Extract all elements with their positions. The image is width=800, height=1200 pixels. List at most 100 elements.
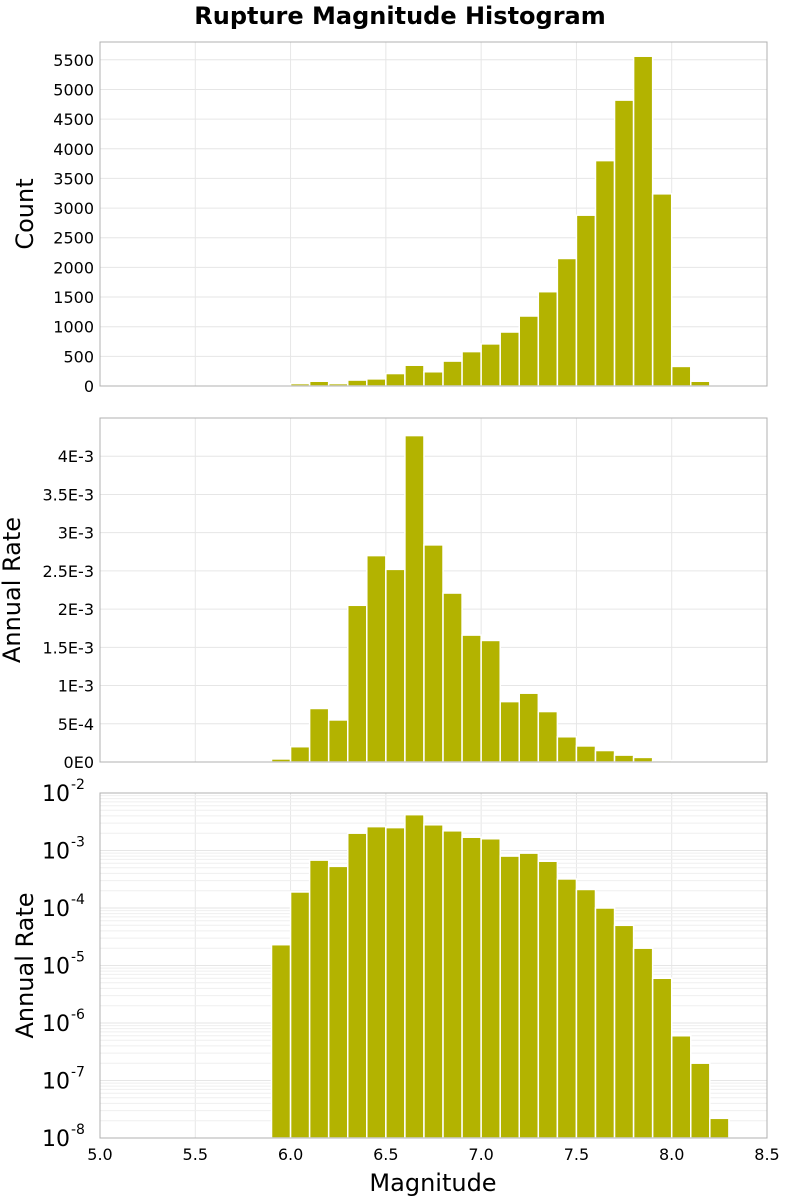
x-tick-label: 5.5	[183, 1145, 208, 1164]
y-tick-label: 2E-3	[58, 600, 94, 619]
x-tick-label: 8.5	[754, 1145, 779, 1164]
histogram-bar	[461, 836, 482, 1139]
histogram-bar	[423, 544, 444, 763]
y-tick-base: 10	[42, 1070, 70, 1095]
histogram-bar	[289, 745, 311, 763]
x-tick-label: 7.0	[468, 1145, 493, 1164]
histogram-bar	[632, 55, 654, 387]
y-tick-base: 10	[42, 1127, 70, 1152]
histogram-bar	[327, 865, 349, 1139]
y-tick-label: 10	[42, 840, 70, 865]
histogram-bar	[480, 838, 501, 1139]
histogram-bar	[404, 813, 425, 1139]
x-tick-label: 6.5	[373, 1145, 398, 1164]
y-axis-label: Annual Rate	[11, 892, 39, 1038]
x-tick-label: 5.0	[87, 1145, 112, 1164]
histogram-bar	[651, 193, 673, 387]
histogram-bar	[594, 749, 616, 763]
histogram-bar	[709, 1117, 730, 1139]
histogram-bar	[613, 754, 635, 763]
histogram-bar	[366, 554, 387, 763]
histogram-bar	[518, 315, 540, 387]
y-tick-base: 10	[42, 897, 70, 922]
histogram-bar	[537, 710, 559, 763]
y-tick-base: 10	[42, 840, 70, 865]
y-axis-ticks: 0E0 5E-4 1E-3 1.5E-3 2E-3 2.5E-3 3E-3 3.5E-3 4E-…	[42, 447, 94, 772]
histogram-bar	[385, 372, 406, 387]
y-tick-base: 10	[42, 955, 70, 980]
histogram-bar	[346, 379, 368, 387]
histogram-bar	[442, 592, 463, 763]
y-tick-exponent: -3	[71, 835, 85, 851]
histogram-bar	[594, 907, 616, 1139]
count-histogram-panel: 0 500 1000 1500 2000 2500 3000 3500 4000 4500 5000…	[11, 41, 768, 396]
histogram-bar	[690, 380, 711, 387]
histogram-bar	[537, 860, 559, 1139]
x-tick-label: 6.0	[278, 1145, 303, 1164]
bars	[270, 434, 711, 763]
y-axis-label: Count	[11, 178, 39, 249]
y-tick-label: 10	[42, 897, 70, 922]
histogram-bar	[670, 1035, 692, 1139]
histogram-bar	[651, 977, 673, 1139]
x-tick-label: 8.0	[659, 1145, 684, 1164]
histogram-bar	[289, 891, 311, 1139]
y-tick-label: 4E-3	[58, 447, 94, 466]
y-tick-label: 1E-3	[58, 677, 94, 696]
y-tick-exponent: -7	[71, 1065, 85, 1081]
y-tick-label: 4000	[53, 140, 94, 159]
y-tick-label: 5500	[53, 51, 94, 70]
y-tick-label: 5E-4	[58, 715, 94, 734]
histogram-bar	[594, 159, 616, 387]
histogram-bar	[613, 924, 635, 1139]
histogram-bar	[346, 832, 368, 1139]
histogram-bar	[575, 888, 597, 1139]
y-tick-label: 0	[84, 377, 94, 396]
histogram-bar	[670, 365, 692, 387]
histogram-bar	[499, 855, 521, 1139]
histogram-bar	[308, 707, 330, 763]
y-tick-label: 3E-3	[58, 524, 94, 543]
histogram-bar	[537, 290, 559, 387]
y-tick-exponent: -6	[71, 1007, 85, 1023]
histogram-bar	[327, 719, 349, 763]
histogram-bar	[518, 692, 540, 763]
y-tick-base: 10	[42, 1012, 70, 1037]
histogram-bar	[385, 568, 406, 763]
y-tick-label: 10	[42, 955, 70, 980]
histogram-bar	[518, 852, 540, 1139]
histogram-bar	[308, 380, 330, 387]
y-tick-base: 10	[42, 782, 70, 807]
y-tick-label: 0E0	[64, 753, 94, 772]
y-tick-exponent: -5	[71, 950, 85, 966]
y-tick-label: 3500	[53, 169, 94, 188]
y-axis-ticks: 0 500 1000 1500 2000 2500 3000 3500 4000 4500 5000…	[53, 51, 94, 396]
y-tick-label: 500	[63, 347, 94, 366]
chart-title: Rupture Magnitude Histogram	[194, 2, 606, 30]
plot-frame	[99, 41, 768, 387]
histogram-bar	[499, 700, 521, 763]
y-tick-label: 2.5E-3	[42, 562, 94, 581]
bars	[270, 55, 711, 387]
histogram-bar	[480, 639, 501, 763]
annual-rate-linear-panel: 0E0 5E-4 1E-3 1.5E-3 2E-3 2.5E-3 3E-3 3.5E-3 4E-…	[0, 417, 768, 772]
histogram-bar	[690, 1062, 711, 1139]
histogram-bar	[385, 826, 406, 1139]
x-axis-ticks: 5.0 5.5 6.0 6.5 7.0 7.5 8.0 8.5	[87, 1145, 779, 1164]
y-tick-label: 4500	[53, 110, 94, 129]
histogram-bar	[499, 331, 521, 387]
x-axis-label: Magnitude	[369, 1169, 496, 1197]
histogram-bar	[423, 824, 444, 1139]
histogram-bar	[404, 364, 425, 387]
histogram-bar	[480, 343, 501, 387]
histogram-bar	[423, 371, 444, 387]
y-tick-label: 2000	[53, 258, 94, 277]
y-tick-label: 10	[42, 1127, 70, 1152]
histogram-bar	[404, 434, 425, 763]
histogram-bar	[366, 825, 387, 1139]
x-tick-label: 7.5	[564, 1145, 589, 1164]
y-tick-label: 10	[42, 1012, 70, 1037]
y-tick-label: 10	[42, 1070, 70, 1095]
